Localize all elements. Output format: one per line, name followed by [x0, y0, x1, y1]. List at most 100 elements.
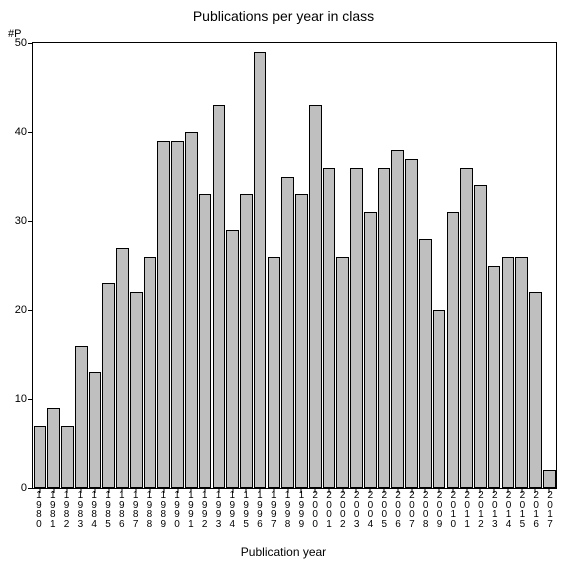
- bar: [89, 372, 102, 488]
- bar-slot: [336, 43, 350, 488]
- x-tick-label: 1 9 9 3: [216, 489, 222, 529]
- x-tick-label: 2 0 0 2: [340, 489, 346, 529]
- bar-slot: [253, 43, 267, 488]
- bar: [323, 168, 336, 488]
- y-tick-label: 10: [15, 393, 27, 405]
- bar: [199, 194, 212, 488]
- x-label-slot: 1 9 9 5: [239, 489, 253, 537]
- bar-slot: [391, 43, 405, 488]
- bar: [309, 105, 322, 488]
- x-tick-label: 2 0 0 9: [437, 489, 443, 529]
- x-label-slot: 2 0 0 7: [405, 489, 419, 537]
- bar: [447, 212, 460, 488]
- x-tick-label: 2 0 1 2: [478, 489, 484, 529]
- x-tick-label: 2 0 0 3: [354, 489, 360, 529]
- x-label-slot: 2 0 0 5: [377, 489, 391, 537]
- x-tick-label: 1 9 9 0: [174, 489, 180, 529]
- bar-slot: [432, 43, 446, 488]
- x-tick-label: 2 0 1 4: [506, 489, 512, 529]
- x-tick-label: 1 9 8 8: [147, 489, 153, 529]
- bar-slot: [350, 43, 364, 488]
- bar-slot: [474, 43, 488, 488]
- bar-slot: [171, 43, 185, 488]
- bar-slot: [143, 43, 157, 488]
- x-tick-label: 1 9 9 5: [243, 489, 249, 529]
- x-label-slot: 1 9 9 3: [212, 489, 226, 537]
- bar-slot: [61, 43, 75, 488]
- bar-slot: [515, 43, 529, 488]
- bar: [171, 141, 184, 488]
- bar: [75, 346, 88, 488]
- x-tick-label: 2 0 1 7: [547, 489, 553, 529]
- bar-slot: [322, 43, 336, 488]
- bar: [474, 185, 487, 488]
- bar-slot: [116, 43, 130, 488]
- bar-slot: [33, 43, 47, 488]
- x-label-slot: 1 9 8 9: [156, 489, 170, 537]
- plot-area: 01020304050: [32, 42, 557, 489]
- x-label-slot: 1 9 9 1: [184, 489, 198, 537]
- bar: [116, 248, 129, 488]
- bar: [543, 470, 556, 488]
- x-label-slot: 2 0 1 7: [543, 489, 557, 537]
- bar-slot: [184, 43, 198, 488]
- bar: [364, 212, 377, 488]
- x-label-slot: 2 0 1 2: [474, 489, 488, 537]
- bar-slot: [267, 43, 281, 488]
- x-tick-label: 1 9 8 2: [64, 489, 70, 529]
- x-tick-label: 1 9 9 2: [202, 489, 208, 529]
- bar-slot: [129, 43, 143, 488]
- x-label-slot: 1 9 8 0: [32, 489, 46, 537]
- bar-slot: [487, 43, 501, 488]
- bar-slot: [157, 43, 171, 488]
- x-label-slot: 1 9 9 0: [170, 489, 184, 537]
- bar-slot: [405, 43, 419, 488]
- bar: [226, 230, 239, 488]
- bar: [350, 168, 363, 488]
- bar-slot: [460, 43, 474, 488]
- x-label-slot: 2 0 0 1: [322, 489, 336, 537]
- bar: [529, 292, 542, 488]
- x-label-slot: 2 0 1 4: [502, 489, 516, 537]
- y-tick-label: 50: [15, 37, 27, 49]
- x-label-slot: 1 9 9 8: [281, 489, 295, 537]
- chart-container: Publications per year in class #P 010203…: [0, 0, 567, 567]
- bars-group: [33, 43, 556, 488]
- bar: [240, 194, 253, 488]
- bar: [102, 283, 115, 488]
- bar-slot: [239, 43, 253, 488]
- x-tick-label: 1 9 8 5: [105, 489, 111, 529]
- x-label-slot: 1 9 9 2: [198, 489, 212, 537]
- x-label-slot: 1 9 8 7: [129, 489, 143, 537]
- x-label-slot: 2 0 0 2: [336, 489, 350, 537]
- x-label-slot: 2 0 0 6: [391, 489, 405, 537]
- x-label-slot: 1 9 8 3: [73, 489, 87, 537]
- y-tick-label: 40: [15, 126, 27, 138]
- x-label-slot: 2 0 1 0: [446, 489, 460, 537]
- x-label-slot: 1 9 9 7: [267, 489, 281, 537]
- bar-slot: [102, 43, 116, 488]
- x-tick-label: 1 9 8 1: [50, 489, 56, 529]
- bar-slot: [198, 43, 212, 488]
- bar-slot: [295, 43, 309, 488]
- x-label-slot: 1 9 8 5: [101, 489, 115, 537]
- bar-slot: [542, 43, 556, 488]
- x-label-slot: 1 9 8 4: [87, 489, 101, 537]
- x-tick-label: 2 0 1 5: [520, 489, 526, 529]
- x-tick-label: 1 9 8 4: [91, 489, 97, 529]
- bar: [502, 257, 515, 488]
- x-tick-label: 2 0 0 8: [423, 489, 429, 529]
- bar: [157, 141, 170, 488]
- bar: [185, 132, 198, 488]
- bar: [61, 426, 74, 488]
- bar-slot: [88, 43, 102, 488]
- bar: [391, 150, 404, 488]
- bar: [34, 426, 47, 488]
- bar-slot: [363, 43, 377, 488]
- x-tick-label: 2 0 0 6: [395, 489, 401, 529]
- x-tick-label: 2 0 0 1: [326, 489, 332, 529]
- bar: [488, 266, 501, 489]
- x-tick-label: 2 0 0 7: [409, 489, 415, 529]
- x-tick-label: 2 0 1 1: [464, 489, 470, 529]
- x-tick-label: 1 9 8 0: [36, 489, 42, 529]
